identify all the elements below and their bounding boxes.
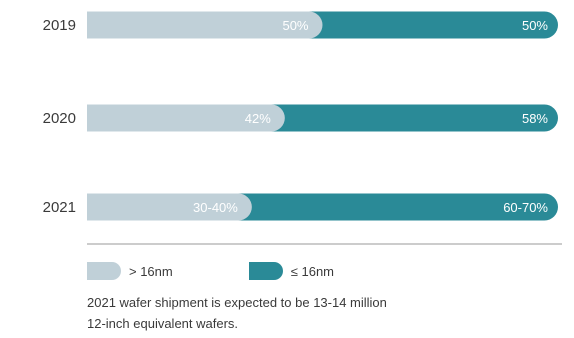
bar-gt16nm-2019 <box>87 11 323 39</box>
year-label-2020: 2020 <box>43 110 76 127</box>
value-label-gt16nm-2020: 42% <box>245 111 271 126</box>
footnote-line-1: 2021 wafer shipment is expected to be 13… <box>87 295 387 310</box>
legend-swatch-le16nm <box>248 262 283 280</box>
year-label-2019: 2019 <box>43 17 76 34</box>
bar-gt16nm-2021 <box>87 193 252 221</box>
value-label-gt16nm-2021: 30-40% <box>193 200 238 215</box>
value-label-le16nm-2021: 60-70% <box>503 200 548 215</box>
bar-le16nm-2020 <box>271 104 558 132</box>
legend-item-gt16nm: > 16nm <box>87 262 173 280</box>
value-label-gt16nm-2019: 50% <box>282 18 308 33</box>
footnote-line-2: 12-inch equivalent wafers. <box>87 316 239 331</box>
bar-le16nm-2019 <box>309 11 558 39</box>
legend-label-le16nm: ≤ 16nm <box>290 263 334 279</box>
footnote: 2021 wafer shipment is expected to be 13… <box>87 292 507 334</box>
bar-gt16nm-2020 <box>87 104 285 132</box>
legend-swatch-gt16nm <box>87 262 121 280</box>
value-label-le16nm-2020: 58% <box>522 111 548 126</box>
bars-group: 2019 50% 50% 2020 42% 58% 2021 30-40% 60-70% <box>43 11 558 221</box>
stacked-bar-chart: 2019 50% 50% 2020 42% 58% 2021 30-40% 60-70% <box>43 11 562 245</box>
bar-le16nm-2021 <box>238 193 558 221</box>
year-label-2021: 2021 <box>43 199 76 216</box>
legend-label-gt16nm: > 16nm <box>129 263 173 279</box>
legend: > 16nm ≤ 16nm <box>87 262 410 280</box>
legend-item-le16nm: ≤ 16nm <box>248 262 334 280</box>
value-label-le16nm-2019: 50% <box>522 18 548 33</box>
